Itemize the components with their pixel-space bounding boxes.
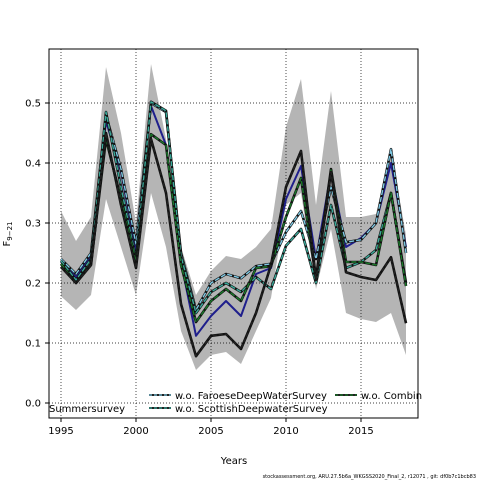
series-line-4 [60,132,407,357]
x-tick-label: 1995 [48,426,73,437]
y-axis: 0.0 0.1 0.2 0.3 0.4 0.5 [25,99,49,410]
y-axis-title-sub: 9−21 [6,222,14,241]
footer-text: stockassessment.org, ARU.27.5b6a_WKGSS20… [263,474,476,480]
legend-entry-scottish: w.o. ScottishDeepwaterSurvey [149,404,328,415]
legend-entry-combin: w.o. Combin [335,391,422,402]
y-tick-label: 0.3 [25,219,41,230]
y-tick-label: 0.1 [25,339,41,350]
legend-label-summersurvey: Summersurvey [49,404,125,415]
y-axis-title: F9−21 [2,222,14,247]
y-tick-label: 0.0 [25,399,41,410]
y-tick-label: 0.4 [25,159,41,170]
legend-label-scottish: w.o. ScottishDeepwaterSurvey [175,404,328,415]
y-tick-label: 0.2 [25,279,41,290]
series-line-1 [60,102,407,311]
x-tick-label: 2005 [198,426,223,437]
x-tick-label: 2010 [273,426,298,437]
y-tick-label: 0.5 [25,99,41,110]
legend-entry-summersurvey: Summersurvey [49,404,125,415]
legend-label-faroese: w.o. FaroeseDeepWaterSurvey [175,391,327,402]
legend-entry-faroese: w.o. FaroeseDeepWaterSurvey [149,391,327,402]
series-line-2 [60,101,407,314]
x-tick-label: 2015 [348,426,373,437]
series-lines [59,100,408,358]
x-axis: 1995 2000 2005 2010 2015 [48,418,374,437]
y-axis-title-main: F [2,241,13,247]
x-axis-title: Years [220,456,247,467]
legend: w.o. FaroeseDeepWaterSurvey w.o. Combin … [49,391,422,415]
legend-label-combin: w.o. Combin [361,391,422,402]
plot-frame [48,48,419,419]
x-tick-label: 2000 [123,426,148,437]
